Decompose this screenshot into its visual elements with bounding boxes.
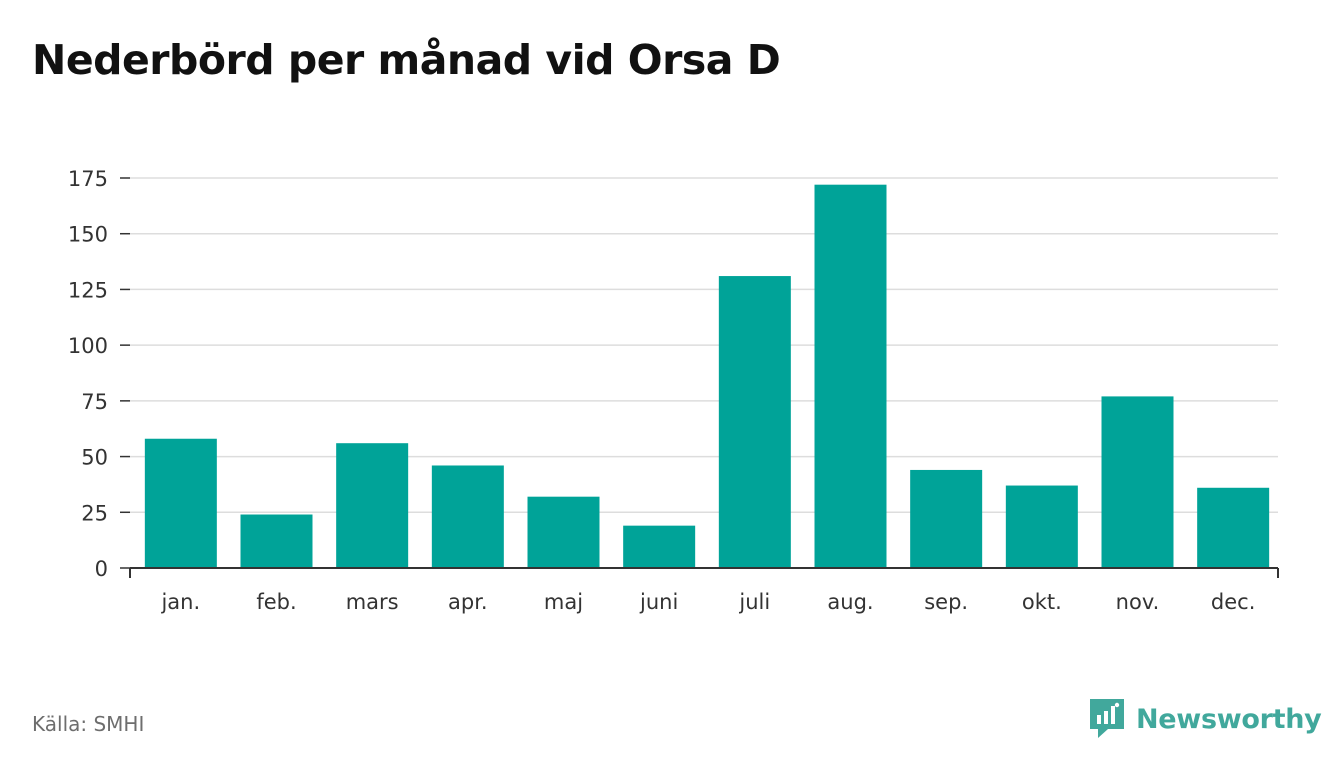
gridlines <box>130 177 1278 514</box>
x-tick-label: feb. <box>256 590 296 614</box>
x-tick-label: juni <box>639 590 678 614</box>
bar-juli <box>718 276 791 568</box>
bar-aug <box>814 184 887 568</box>
y-tick-label: 125 <box>68 278 108 302</box>
y-axis-ticks: 0 25 50 75 100 125 150 175 <box>68 167 130 581</box>
y-tick-label: 175 <box>68 167 108 191</box>
chart-title: Nederbörd per månad vid Orsa D <box>32 36 781 84</box>
x-tick-label: mars <box>346 590 399 614</box>
bar-jan <box>144 438 217 568</box>
bar-maj <box>527 496 600 568</box>
y-tick-label: 0 <box>95 557 108 581</box>
bar-feb <box>240 514 313 568</box>
y-tick-label: 25 <box>81 501 108 525</box>
newsworthy-logo[interactable]: Newsworthy <box>1088 697 1322 741</box>
x-tick-label: dec. <box>1211 590 1255 614</box>
x-tick-label: nov. <box>1116 590 1160 614</box>
bar-apr <box>431 465 504 568</box>
x-tick-label: apr. <box>448 590 488 614</box>
x-tick-label: sep. <box>924 590 968 614</box>
x-tick-label: jan. <box>160 590 200 614</box>
x-tick-label: aug. <box>827 590 873 614</box>
y-tick-label: 150 <box>68 223 108 247</box>
x-axis-ticks: jan. feb. mars apr. maj juni juli aug. sep. okt. n… <box>129 568 1279 614</box>
y-tick-label: 75 <box>81 390 108 414</box>
bar-nov <box>1101 396 1174 568</box>
bars <box>144 184 1270 568</box>
source-note: Källa: SMHI <box>32 712 145 736</box>
bar-dec <box>1197 487 1270 568</box>
bar-mars <box>336 443 409 568</box>
y-tick-label: 100 <box>68 334 108 358</box>
x-tick-label: juli <box>738 590 770 614</box>
y-tick-label: 50 <box>81 446 108 470</box>
bar-okt <box>1005 485 1078 568</box>
x-tick-label: okt. <box>1022 590 1062 614</box>
x-tick-label: maj <box>544 590 583 614</box>
brand-name: Newsworthy <box>1136 703 1322 735</box>
bar-sep <box>910 469 983 568</box>
newsworthy-logo-icon <box>1090 699 1124 738</box>
bar-juni <box>623 525 696 568</box>
